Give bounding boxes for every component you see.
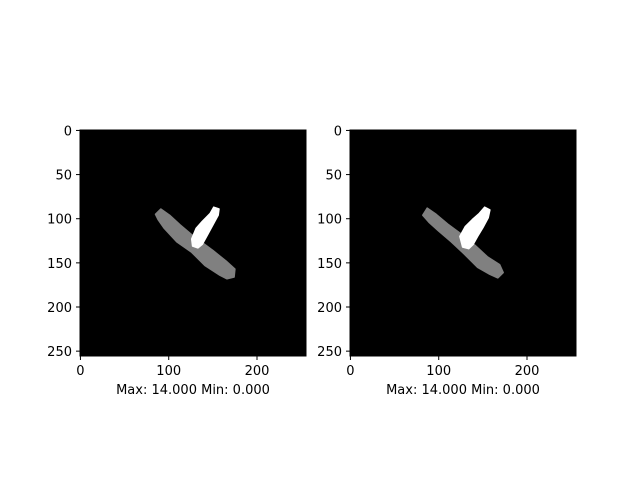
y-tick-label: 150 bbox=[317, 257, 342, 272]
image-panel-2: 0 100 200 0 50 100 150 200 250 Max: 14.000 Min: 0… bbox=[317, 124, 577, 398]
axes-frame bbox=[349, 129, 577, 357]
x-tick-label: 200 bbox=[515, 364, 540, 379]
mask-region-2 bbox=[190, 206, 220, 249]
x-tick-label: 200 bbox=[245, 364, 270, 379]
x-tick-label: 0 bbox=[346, 364, 354, 379]
x-tick-label: 100 bbox=[156, 364, 181, 379]
y-tick-label: 200 bbox=[47, 301, 72, 316]
y-tick-label: 100 bbox=[47, 213, 72, 228]
x-axis-label: Max: 14.000 Min: 0.000 bbox=[116, 383, 270, 398]
y-tick-label: 0 bbox=[64, 124, 72, 139]
image-panel-1: 0 100 200 0 50 100 150 200 250 Max: 14.000 Min: 0… bbox=[47, 124, 307, 398]
y-tick-label: 0 bbox=[334, 124, 342, 139]
x-axis-label: Max: 14.000 Min: 0.000 bbox=[386, 383, 540, 398]
y-tick-label: 150 bbox=[47, 257, 72, 272]
y-tick-label: 50 bbox=[55, 169, 72, 184]
axes-frame bbox=[79, 129, 307, 357]
y-tick-label: 250 bbox=[47, 345, 72, 360]
y-tick-label: 200 bbox=[317, 301, 342, 316]
x-tick-label: 100 bbox=[426, 364, 451, 379]
y-tick-label: 250 bbox=[317, 345, 342, 360]
y-tick-label: 50 bbox=[325, 169, 342, 184]
y-tick-label: 100 bbox=[317, 213, 342, 228]
x-tick-label: 0 bbox=[76, 364, 84, 379]
mask-region-2 bbox=[459, 206, 491, 250]
